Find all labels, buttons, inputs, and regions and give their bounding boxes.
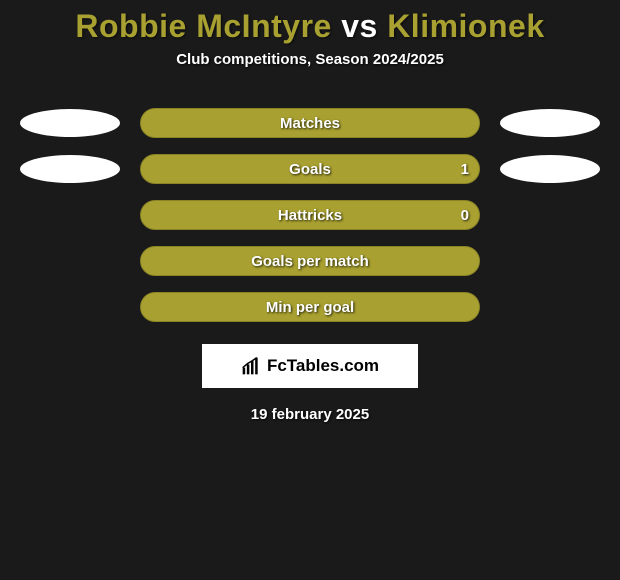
stat-row: Min per goal (0, 292, 620, 322)
player1-name: Robbie McIntyre (75, 8, 331, 44)
stat-value: 0 (461, 207, 469, 224)
bar-wrap: Min per goal (140, 292, 480, 322)
stat-bar: Goals 1 (140, 154, 480, 184)
stat-value: 1 (461, 161, 469, 178)
stat-rows: Matches Goals 1 Hattricks 0 Goals per match Mi… (0, 108, 620, 322)
page-title: Robbie McIntyre vs Klimionek (0, 8, 620, 45)
stat-row: Goals per match (0, 246, 620, 276)
left-ellipse (20, 109, 120, 137)
bar-wrap: Hattricks 0 (140, 200, 480, 230)
stat-label: Hattricks (278, 207, 342, 224)
left-ellipse (20, 155, 120, 183)
stat-bar: Min per goal (140, 292, 480, 322)
stat-bar: Hattricks 0 (140, 200, 480, 230)
stat-row: Goals 1 (0, 154, 620, 184)
logo-text: FcTables.com (267, 356, 379, 376)
right-ellipse (500, 155, 600, 183)
stat-row: Matches (0, 108, 620, 138)
stat-label: Min per goal (266, 299, 354, 316)
subtitle: Club competitions, Season 2024/2025 (0, 51, 620, 68)
player2-name: Klimionek (387, 8, 544, 44)
stat-label: Goals (289, 161, 331, 178)
vs-text: vs (341, 8, 378, 44)
stat-label: Goals per match (251, 253, 369, 270)
stat-bar: Goals per match (140, 246, 480, 276)
bar-wrap: Goals 1 (140, 154, 480, 184)
comparison-infographic: Robbie McIntyre vs Klimionek Club compet… (0, 0, 620, 423)
bar-wrap: Goals per match (140, 246, 480, 276)
stat-row: Hattricks 0 (0, 200, 620, 230)
right-ellipse (500, 109, 600, 137)
stat-bar: Matches (140, 108, 480, 138)
logo-box: FcTables.com (202, 344, 418, 388)
stat-label: Matches (280, 115, 340, 132)
chart-icon (241, 356, 261, 376)
bar-wrap: Matches (140, 108, 480, 138)
date-text: 19 february 2025 (0, 406, 620, 423)
